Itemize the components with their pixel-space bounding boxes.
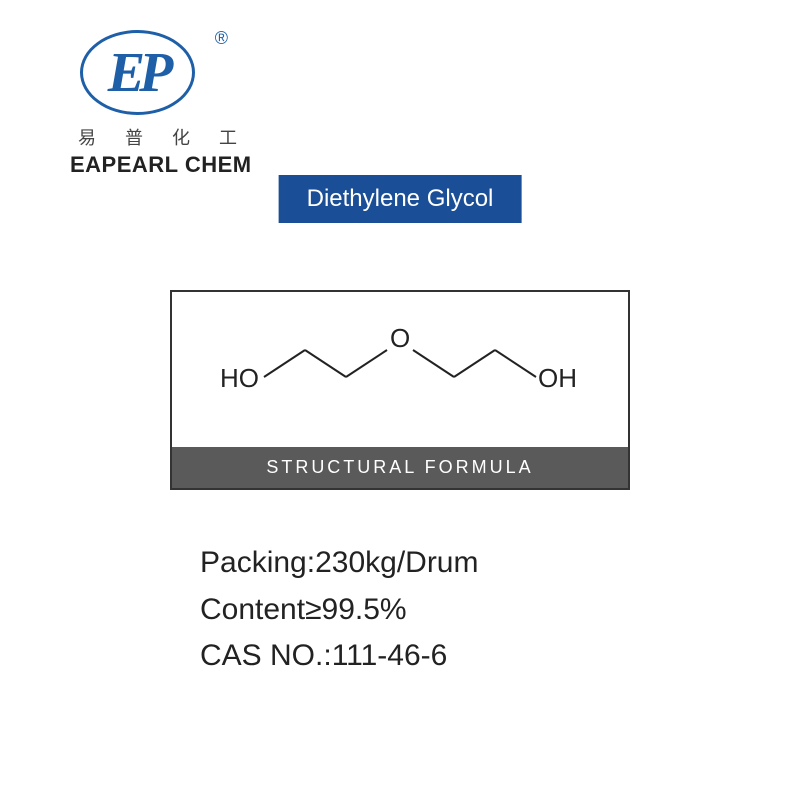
content-value: ≥99.5% <box>305 593 407 626</box>
product-details: Packing:230kg/Drum Content≥99.5% CAS NO.… <box>200 540 478 680</box>
atom-label-oh-right: OH <box>538 363 577 393</box>
registered-trademark-icon: ® <box>215 28 228 49</box>
bond-3 <box>346 350 387 377</box>
bond-2 <box>305 350 346 377</box>
logo-oval: EP <box>80 30 195 115</box>
formula-drawing-area: HO O OH <box>172 292 628 447</box>
content-label: Content <box>200 593 305 626</box>
logo-chinese-text: 易 普 化 工 <box>78 124 270 150</box>
bond-4 <box>413 350 454 377</box>
cas-row: CAS NO.:111-46-6 <box>200 633 478 680</box>
formula-label: STRUCTURAL FORMULA <box>172 447 628 488</box>
atom-label-ho-left: HO <box>220 363 259 393</box>
content-row: Content≥99.5% <box>200 587 478 634</box>
logo-company-name: EAPEARL CHEM <box>70 152 270 178</box>
bond-5 <box>454 350 495 377</box>
logo-ep-letters: EP <box>108 41 168 105</box>
structural-formula-box: HO O OH STRUCTURAL FORMULA <box>170 290 630 490</box>
product-title-badge: Diethylene Glycol <box>279 175 522 223</box>
cas-value: 111-46-6 <box>332 639 448 672</box>
company-logo: EP ® 易 普 化 工 EAPEARL CHEM <box>70 30 270 178</box>
cas-label: CAS NO.: <box>200 639 332 672</box>
packing-row: Packing:230kg/Drum <box>200 540 478 587</box>
bond-1 <box>264 350 305 377</box>
packing-label: Packing: <box>200 546 315 579</box>
logo-oval-container: EP ® <box>80 30 200 120</box>
molecule-diagram: HO O OH <box>210 315 590 425</box>
atom-label-o-center: O <box>390 323 410 353</box>
packing-value: 230kg/Drum <box>315 546 478 579</box>
bond-6 <box>495 350 536 377</box>
